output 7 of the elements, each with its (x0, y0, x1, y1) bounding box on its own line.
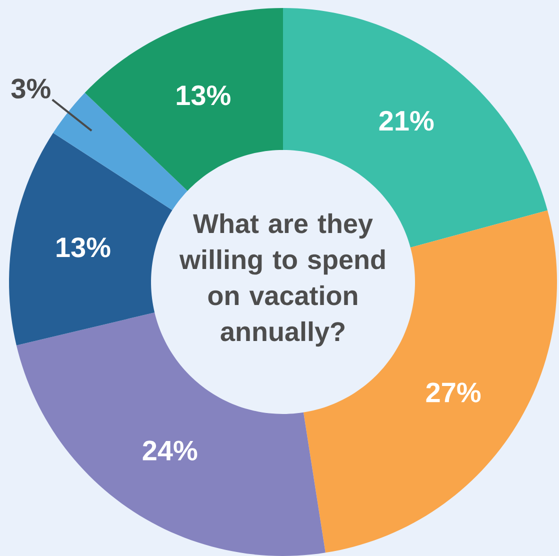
data-label: 27% (426, 382, 481, 402)
text: What are they willing to spend on vacation annually? (179, 213, 385, 347)
data-label: 13% (176, 85, 230, 106)
data-label: 3% (11, 78, 50, 99)
data-label: 13% (56, 238, 110, 258)
data-label: 21% (379, 110, 434, 131)
data-label: 24% (142, 440, 198, 460)
